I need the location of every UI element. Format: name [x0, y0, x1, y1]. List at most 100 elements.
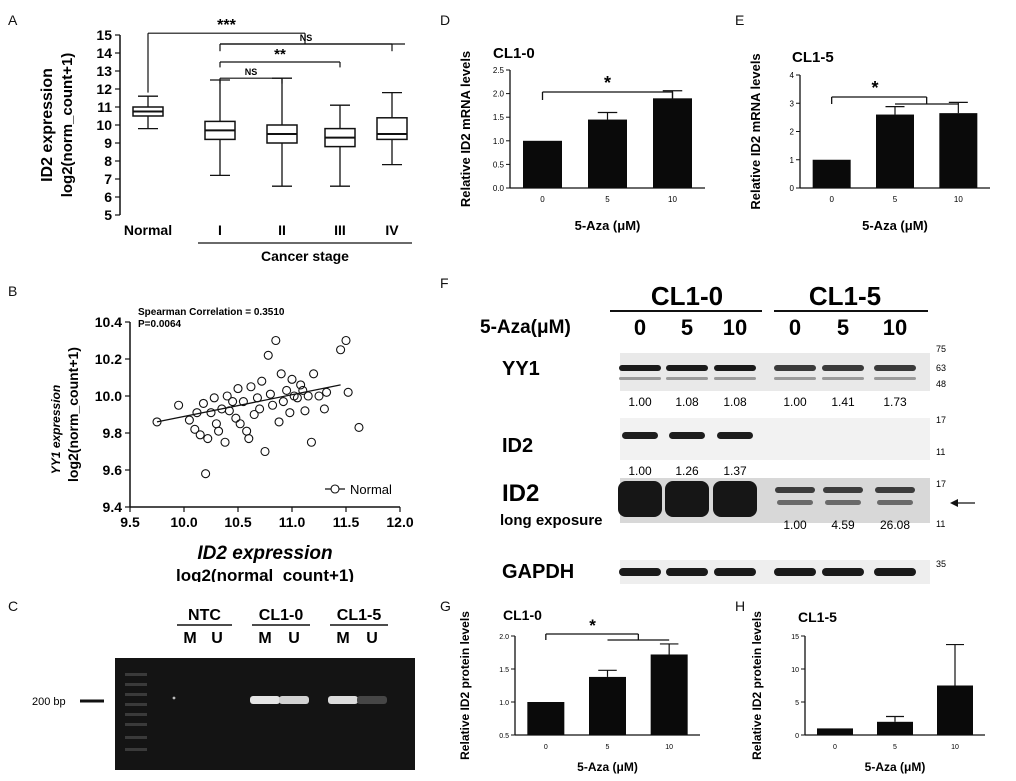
scatter-point: [276, 369, 286, 379]
blot-band-yy1-minor: [666, 377, 708, 380]
gel-lane-label: U: [288, 630, 300, 647]
blot-band-id2-long: [823, 487, 863, 493]
y-tick-label: 2.0: [493, 90, 505, 99]
x-group-label: Cancer stage: [261, 248, 349, 264]
scatter-point: [255, 404, 265, 414]
y-tick-label: 9.4: [103, 499, 123, 515]
blot-band-id2-long: [775, 487, 815, 493]
sig-label: NS: [300, 33, 313, 43]
chart-title: CL1-5: [798, 609, 837, 625]
y-tick-label: 10.2: [95, 351, 122, 367]
scatter-point: [341, 335, 351, 346]
sig-label: NS: [245, 67, 258, 77]
legend-marker: [330, 484, 340, 494]
scatter-point: [322, 387, 332, 397]
x-tick-label: 9.5: [120, 514, 140, 530]
blot-band-yy1: [714, 365, 756, 371]
x-tick-label: II: [278, 222, 286, 238]
y-tick-label: 12: [96, 81, 112, 97]
blot-band-yy1-minor: [714, 377, 756, 380]
blot-row-sublabel: long exposure: [500, 512, 603, 529]
y-axis-label: ID2 expression: [39, 68, 56, 182]
mw-marker: 17: [936, 479, 946, 489]
y-tick-label: 10: [96, 117, 112, 133]
mw-marker: 35: [936, 559, 946, 569]
quant-value: 1.00: [628, 464, 652, 478]
scatter-point: [220, 437, 230, 447]
mw-marker: 48: [936, 379, 946, 389]
gel-image: [115, 658, 415, 770]
blot-band-id2-long-minor: [877, 500, 913, 505]
mw-marker: 11: [936, 519, 945, 529]
x-tick-label: Normal: [124, 222, 172, 238]
gel-band: [328, 696, 358, 704]
scatter-point: [252, 393, 262, 403]
scatter-point: [231, 413, 241, 423]
panel-label-e: E: [735, 12, 745, 28]
x-tick-label: 5: [893, 744, 897, 751]
blot-band-gapdh: [619, 568, 661, 576]
bar-10: [937, 685, 973, 735]
panel-label-h: H: [735, 598, 746, 614]
scatter-point: [319, 404, 329, 414]
x-axis-label: 5-Aza (μM): [862, 218, 928, 233]
legend-label: Normal: [350, 482, 392, 497]
x-tick-label: 5: [893, 195, 898, 204]
y-tick-label: 14: [96, 45, 112, 61]
gel-lane-label: M: [183, 630, 196, 647]
x-tick-label: 10: [951, 744, 959, 751]
scatter-point: [265, 389, 275, 399]
ladder-band: [125, 673, 147, 676]
x-tick-label: 11.0: [279, 514, 306, 530]
bar-0: [527, 702, 565, 735]
sig-label: ***: [217, 17, 236, 34]
gel-band: [250, 696, 280, 704]
scatter-point: [354, 422, 364, 432]
blot-band-id2-long: [875, 487, 915, 493]
blot-membrane: [620, 353, 930, 391]
panel-label-g: G: [440, 598, 451, 614]
y-tick-label: 5: [795, 700, 799, 707]
y-tick-label: 6: [104, 189, 112, 205]
bar-5: [877, 721, 913, 735]
bar-10: [653, 98, 692, 188]
x-tick-label: 10: [668, 195, 677, 204]
dose-label: 10: [883, 315, 907, 340]
blot-band-yy1: [666, 365, 708, 371]
scatter-point: [306, 437, 316, 447]
bar-0: [817, 728, 853, 735]
scatter-point: [152, 417, 162, 427]
y-tick-label: 5: [104, 207, 112, 223]
y-tick-label: 9: [104, 135, 112, 151]
x-tick-label: 10: [954, 195, 963, 204]
annotation-correlation: Spearman Correlation = 0.3510: [138, 307, 285, 318]
blot-band-id2-long: [713, 481, 757, 517]
scatter-point: [263, 350, 273, 360]
scatter-point: [238, 397, 248, 407]
blot-band-gapdh: [666, 568, 708, 576]
scatter-point: [343, 387, 353, 397]
bar-10: [650, 654, 688, 735]
scatter-point: [298, 385, 308, 395]
treatment-label: 5-Aza(μM): [480, 317, 571, 338]
blot-band-id2-long-minor: [825, 500, 861, 505]
x-axis-label: 5-Aza (μM): [575, 218, 641, 233]
y-tick-label: 4: [790, 71, 795, 80]
blot-row-label: ID2: [502, 435, 533, 457]
scatter-point: [271, 335, 281, 346]
blot-band-id2: [717, 432, 753, 439]
sig-label: *: [589, 616, 596, 635]
x-tick-label: 0: [544, 744, 548, 751]
x-axis-label-sub: log2(normal_count+1): [176, 566, 354, 582]
scatter-point: [246, 382, 256, 392]
scatter-point: [287, 374, 297, 384]
scatter-point: [184, 415, 194, 425]
scatter-point: [211, 419, 221, 429]
sig-label: **: [274, 46, 286, 63]
quant-value: 1.37: [723, 464, 747, 478]
blot-band-yy1-minor: [619, 377, 661, 380]
panel-label-c: C: [8, 598, 19, 614]
y-tick-label: 2.5: [493, 66, 505, 75]
y-tick-label: 1: [790, 156, 795, 165]
